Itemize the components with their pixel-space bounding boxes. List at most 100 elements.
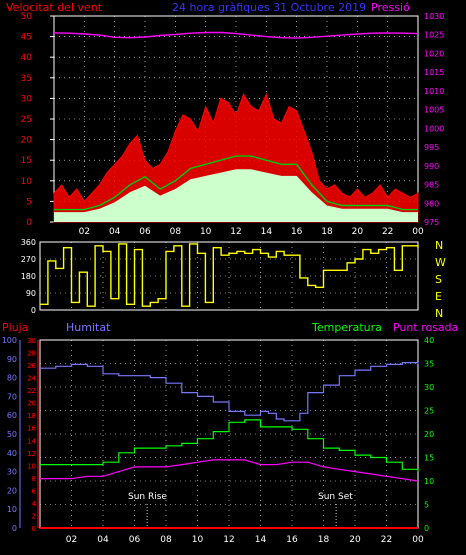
wind-y-tick-label: 25 bbox=[21, 115, 32, 125]
humidity-y-tick-label: 80 bbox=[7, 374, 17, 383]
wind-x-tick-label: 10 bbox=[200, 227, 212, 237]
climate-x-tick-label: 18 bbox=[318, 535, 330, 545]
pressure-y-tick-label: 1000 bbox=[424, 124, 444, 133]
rain-y-tick-label: 2 bbox=[32, 512, 36, 520]
pressure-y-tick-label: 1005 bbox=[424, 106, 444, 115]
wind-y-tick-label: 40 bbox=[21, 53, 33, 63]
rain-y-tick-label: 14 bbox=[27, 437, 36, 445]
wind-y-tick-label: 45 bbox=[21, 33, 32, 43]
compass-label-n-top: N bbox=[435, 239, 443, 252]
temperature-y-tick-label: 15 bbox=[424, 454, 434, 463]
wind-x-tick-label: 04 bbox=[109, 227, 121, 237]
pressure-y-tick-label: 990 bbox=[424, 162, 439, 171]
pressure-title: Pressió bbox=[371, 1, 410, 14]
wind-x-tick-label: 08 bbox=[170, 227, 182, 237]
pressure-y-tick-label: 985 bbox=[424, 181, 439, 190]
direction-y-tick-label: 90 bbox=[26, 289, 36, 298]
climate-x-tick-label: 00 bbox=[412, 535, 424, 545]
wind-x-tick-label: 02 bbox=[79, 227, 90, 237]
compass-label-n-bottom: N bbox=[435, 307, 443, 320]
temperature-y-tick-label: 0 bbox=[424, 524, 429, 533]
direction-y-tick-label: 270 bbox=[21, 255, 36, 264]
climate-x-tick-label: 20 bbox=[349, 535, 361, 545]
humidity-y-tick-label: 90 bbox=[7, 355, 17, 364]
wind-y-tick-label: 0 bbox=[26, 218, 32, 228]
pressure-y-tick-label: 1030 bbox=[424, 12, 444, 21]
pressure-y-tick-label: 1010 bbox=[424, 87, 444, 96]
pressure-line bbox=[53, 31, 419, 39]
humidity-y-tick-label: 20 bbox=[7, 486, 17, 495]
rain-y-tick-label: 26 bbox=[27, 362, 36, 370]
climate-chart-frame bbox=[39, 339, 419, 529]
humidity-y-tick-label: 70 bbox=[7, 392, 17, 401]
temperature-y-tick-label: 10 bbox=[424, 477, 434, 486]
wind-y-tick-label: 15 bbox=[21, 156, 32, 166]
wind-x-tick-label: 00 bbox=[412, 227, 424, 237]
temperature-line bbox=[40, 419, 419, 472]
rain-y-tick-label: 28 bbox=[27, 350, 36, 358]
rain-y-tick-label: 8 bbox=[32, 475, 36, 483]
rain-label: Pluja bbox=[2, 321, 28, 334]
rain-y-tick-label: 0 bbox=[32, 525, 36, 533]
temperature-y-tick-label: 5 bbox=[424, 501, 429, 510]
humidity-y-tick-label: 100 bbox=[2, 336, 17, 345]
rain-y-tick-label: 10 bbox=[27, 462, 36, 470]
wind-x-tick-label: 06 bbox=[139, 227, 151, 237]
humidity-y-tick-label: 10 bbox=[7, 505, 17, 514]
pressure-y-tick-label: 975 bbox=[424, 218, 439, 227]
climate-x-tick-label: 08 bbox=[160, 535, 172, 545]
direction-y-tick-label: 180 bbox=[21, 272, 36, 281]
dew-point-line bbox=[40, 459, 419, 482]
rain-y-tick-label: 22 bbox=[27, 387, 36, 395]
climate-x-tick-label: 06 bbox=[129, 535, 141, 545]
humidity-y-tick-label: 0 bbox=[12, 524, 17, 533]
climate-x-tick-label: 14 bbox=[255, 535, 267, 545]
wind-x-tick-label: 14 bbox=[261, 227, 273, 237]
wind-y-tick-label: 35 bbox=[21, 74, 32, 84]
wind-y-tick-label: 10 bbox=[21, 177, 33, 187]
rain-y-tick-label: 30 bbox=[27, 337, 36, 345]
climate-x-tick-label: 02 bbox=[66, 535, 77, 545]
sunset-label: Sun Set bbox=[318, 492, 353, 502]
pressure-y-tick-label: 1025 bbox=[424, 31, 444, 40]
pressure-y-tick-label: 1020 bbox=[424, 49, 444, 58]
wind-speed-title: Velocitat del vent bbox=[6, 1, 103, 14]
direction-y-tick-label: 0 bbox=[31, 306, 36, 315]
humidity-y-tick-label: 40 bbox=[7, 449, 17, 458]
chart-date-title: 24 hora gràfiques 31 Octubre 2019 bbox=[172, 1, 366, 14]
wind-y-tick-label: 50 bbox=[21, 12, 33, 22]
pressure-y-tick-label: 995 bbox=[424, 143, 439, 152]
rain-y-tick-label: 24 bbox=[27, 375, 36, 383]
wind-x-tick-label: 16 bbox=[291, 227, 303, 237]
wind-x-tick-label: 20 bbox=[352, 227, 364, 237]
climate-x-tick-label: 22 bbox=[381, 535, 392, 545]
rain-y-tick-label: 16 bbox=[27, 425, 36, 433]
wind-y-tick-label: 30 bbox=[21, 94, 33, 104]
wind-x-tick-label: 12 bbox=[230, 227, 241, 237]
dew-point-label: Punt rosada bbox=[393, 321, 458, 334]
wind-average-fill bbox=[54, 169, 418, 222]
climate-x-tick-label: 12 bbox=[223, 535, 234, 545]
temperature-y-tick-label: 40 bbox=[424, 336, 434, 345]
rain-y-tick-label: 20 bbox=[27, 400, 36, 408]
temperature-y-tick-label: 20 bbox=[424, 430, 434, 439]
wind-y-tick-label: 5 bbox=[26, 197, 32, 207]
climate-x-tick-label: 16 bbox=[286, 535, 298, 545]
compass-label-s: S bbox=[435, 273, 442, 286]
pressure-y-tick-label: 1015 bbox=[424, 68, 444, 77]
temperature-label: Temperatura bbox=[311, 321, 382, 334]
direction-y-tick-label: 360 bbox=[21, 238, 36, 247]
wind-x-tick-label: 18 bbox=[321, 227, 333, 237]
humidity-line bbox=[40, 362, 419, 422]
rain-y-tick-label: 12 bbox=[27, 450, 36, 458]
compass-label-w: W bbox=[435, 256, 446, 269]
rain-y-tick-label: 18 bbox=[27, 412, 36, 420]
climate-x-tick-label: 04 bbox=[97, 535, 109, 545]
temperature-y-tick-label: 30 bbox=[424, 383, 434, 392]
pressure-y-tick-label: 980 bbox=[424, 199, 439, 208]
humidity-y-tick-label: 30 bbox=[7, 468, 17, 477]
rain-y-tick-label: 4 bbox=[32, 500, 37, 508]
rain-y-tick-label: 6 bbox=[32, 487, 37, 495]
wind-y-tick-label: 20 bbox=[21, 136, 33, 146]
